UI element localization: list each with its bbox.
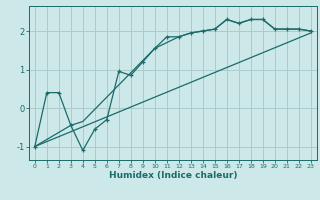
X-axis label: Humidex (Indice chaleur): Humidex (Indice chaleur) [108, 171, 237, 180]
